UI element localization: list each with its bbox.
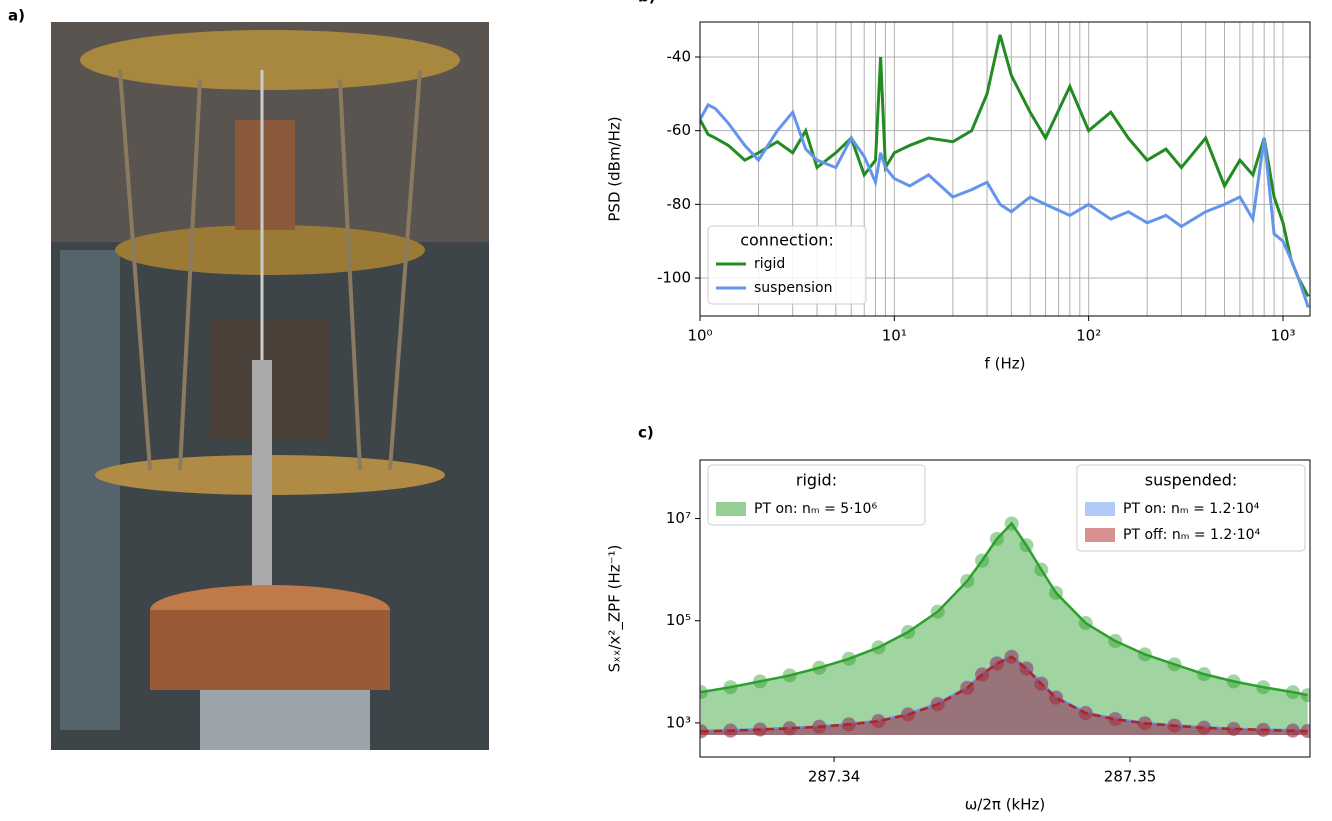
legend-label: PT on: nₘ = 5·10⁶ [754, 501, 877, 517]
fit-line [700, 655, 1308, 733]
x-tick-label: 10⁰ [687, 327, 712, 345]
legend-swatch [1085, 502, 1115, 516]
x-tick-label: 287.35 [1104, 768, 1157, 786]
data-point [1197, 720, 1212, 735]
data-point [1108, 712, 1123, 727]
legend-label: PT off: nₘ = 1.2·10⁴ [1123, 527, 1261, 543]
x-tick-label: 10³ [1270, 327, 1295, 345]
plot-frame [699, 459, 1311, 758]
area-fill [700, 656, 1308, 735]
panel-label: b) [638, 0, 656, 6]
y-tick-label: 10⁵ [666, 611, 691, 629]
plot-area [700, 22, 1310, 316]
legend-box [1076, 464, 1306, 552]
y-tick-label: -60 [667, 121, 692, 139]
fit-line [700, 521, 1308, 697]
plot-area [700, 516, 1310, 739]
data-point [1226, 721, 1241, 736]
x-tick-label: 287.34 [808, 768, 861, 786]
x-tick-label: 10² [1076, 327, 1101, 345]
y-axis-label: Sₓₓ/x²_ZPF (Hz⁻¹) [606, 545, 625, 673]
data-point [782, 721, 797, 736]
area-fill [700, 523, 1308, 735]
legend-title: rigid: [796, 471, 837, 490]
legend-swatch [716, 502, 746, 516]
photo [51, 22, 489, 750]
plot-frame [699, 21, 1311, 317]
x-tick-label: 10¹ [882, 327, 907, 345]
panel-label: c) [638, 424, 654, 442]
area-fill [700, 656, 1308, 735]
y-tick-label: -40 [667, 48, 692, 66]
legend-title: connection: [740, 231, 834, 250]
x-axis-label: f (Hz) [985, 355, 1026, 373]
y-tick-label: -80 [667, 195, 692, 213]
legend-title: suspended: [1145, 471, 1238, 490]
line-series [700, 34, 1310, 298]
legend-swatch [1085, 528, 1115, 542]
y-tick-label: 10³ [666, 713, 691, 731]
y-tick-label: -100 [657, 269, 691, 287]
legend-label: PT on: nₘ = 1.2·10⁴ [1123, 501, 1260, 517]
data-point [871, 714, 886, 729]
legend-label: rigid [754, 256, 785, 272]
y-axis-label: PSD (dBm/Hz) [606, 116, 624, 221]
legend-box [707, 225, 867, 305]
legend-label: suspension [754, 280, 832, 296]
line-series [700, 102, 1310, 309]
y-tick-label: 10⁷ [666, 509, 691, 527]
panel-label: a) [8, 7, 25, 25]
x-axis-label: ω/2π (kHz) [965, 796, 1046, 814]
legend-box [707, 464, 926, 526]
